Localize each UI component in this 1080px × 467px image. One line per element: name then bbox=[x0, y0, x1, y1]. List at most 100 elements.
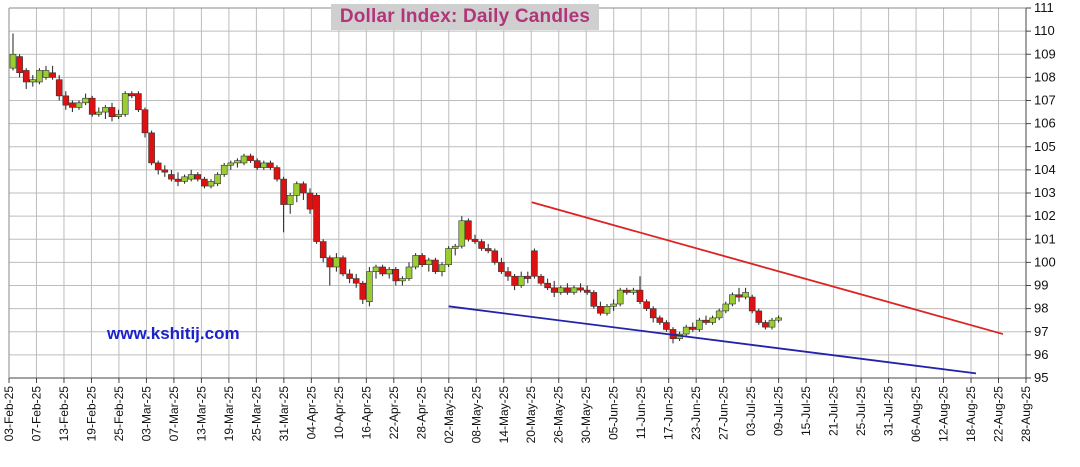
x-tick-label: 07-Mar-25 bbox=[167, 386, 181, 442]
candle-up bbox=[36, 70, 43, 83]
candle-down bbox=[484, 248, 492, 252]
candle-up bbox=[366, 271, 373, 302]
x-tick-label: 25-Feb-25 bbox=[112, 386, 126, 442]
candle-down bbox=[689, 326, 697, 330]
candle-up bbox=[405, 266, 413, 279]
candle-down bbox=[564, 287, 571, 293]
candle-down bbox=[346, 273, 353, 279]
candle-up bbox=[696, 319, 703, 330]
x-tick-label: 03-Jul-25 bbox=[744, 386, 758, 436]
candle-down bbox=[636, 289, 644, 302]
x-tick-label: 09-Jul-25 bbox=[772, 386, 786, 436]
candle-down bbox=[141, 109, 149, 134]
x-tick-label: 17-Jun-25 bbox=[662, 386, 676, 440]
candle-up bbox=[102, 107, 109, 113]
candle-up bbox=[616, 289, 624, 305]
candle-down bbox=[597, 306, 604, 314]
y-tick-label: 100 bbox=[1034, 254, 1056, 269]
candle-down bbox=[62, 95, 70, 106]
x-tick-label: 27-Jun-25 bbox=[717, 386, 731, 440]
candle-down bbox=[471, 238, 479, 242]
candle-down bbox=[352, 278, 360, 284]
candle-down bbox=[326, 257, 334, 268]
candle-down bbox=[306, 192, 314, 210]
candle-down bbox=[16, 56, 23, 74]
x-tick-label: 05-Jun-25 bbox=[607, 386, 621, 440]
y-tick-label: 109 bbox=[1034, 46, 1056, 61]
candle-down bbox=[663, 322, 670, 330]
candle-down bbox=[108, 107, 116, 117]
candle-up bbox=[630, 289, 637, 293]
candle-up bbox=[385, 269, 393, 275]
x-tick-label: 19-Feb-25 bbox=[84, 386, 98, 442]
x-tick-label: 30-May-25 bbox=[579, 386, 593, 444]
candle-up bbox=[445, 248, 452, 265]
candle-down bbox=[418, 255, 426, 265]
y-tick-label: 106 bbox=[1034, 116, 1056, 131]
candle-up bbox=[227, 162, 235, 166]
chart-title: Dollar Index: Daily Candles bbox=[331, 4, 599, 30]
candle-down bbox=[478, 241, 485, 249]
candle-up bbox=[234, 160, 241, 164]
candle-down bbox=[656, 317, 664, 323]
x-tick-label: 07-Feb-25 bbox=[29, 386, 43, 442]
candle-up bbox=[9, 53, 17, 69]
candle-up bbox=[220, 164, 228, 175]
candle-up bbox=[729, 294, 736, 305]
x-tick-label: 19-Mar-25 bbox=[222, 386, 236, 442]
candle-down bbox=[544, 282, 551, 289]
candle-up bbox=[121, 93, 129, 115]
candle-down bbox=[550, 287, 558, 293]
watermark-link[interactable]: www.kshitij.com bbox=[107, 324, 240, 343]
y-tick-label: 98 bbox=[1034, 301, 1048, 316]
y-tick-label: 96 bbox=[1034, 347, 1048, 362]
candle-up bbox=[768, 319, 776, 328]
upper-trendline bbox=[531, 201, 1004, 335]
candle-down bbox=[649, 308, 657, 319]
candle-up bbox=[187, 174, 195, 180]
x-tick-label: 28-Aug-25 bbox=[1019, 386, 1033, 442]
x-tick-label: 13-Mar-25 bbox=[194, 386, 208, 442]
candle-down bbox=[88, 97, 96, 115]
candle-up bbox=[610, 303, 617, 307]
candle-down bbox=[69, 102, 76, 108]
candle-down bbox=[247, 155, 254, 161]
x-tick-label: 08-May-25 bbox=[469, 386, 483, 444]
y-tick-label: 111 bbox=[1034, 0, 1054, 15]
x-tick-label: 18-Aug-25 bbox=[964, 386, 978, 442]
candle-up bbox=[458, 220, 466, 247]
x-tick-label: 22-Apr-25 bbox=[387, 386, 401, 440]
candle-down bbox=[392, 269, 400, 282]
x-tick-label: 13-Feb-25 bbox=[57, 386, 71, 442]
x-tick-label: 11-Jun-25 bbox=[634, 386, 648, 439]
x-tick-label: 10-Apr-25 bbox=[332, 386, 346, 440]
candle-up bbox=[412, 255, 419, 268]
x-tick-label: 25-Mar-25 bbox=[249, 386, 263, 442]
candle-down bbox=[735, 294, 743, 298]
candle-up bbox=[207, 181, 215, 187]
x-tick-label: 23-Jun-25 bbox=[689, 386, 703, 440]
x-tick-label: 03-Feb-25 bbox=[2, 386, 16, 442]
candle-up bbox=[742, 292, 749, 298]
x-tick-label: 16-Apr-25 bbox=[359, 386, 373, 440]
candle-down bbox=[273, 167, 281, 180]
candle-down bbox=[537, 275, 545, 284]
x-tick-label: 26-May-25 bbox=[552, 386, 566, 444]
candle-up bbox=[775, 317, 782, 321]
candle-up bbox=[715, 310, 723, 319]
y-tick-label: 103 bbox=[1034, 185, 1056, 200]
y-tick-label: 95 bbox=[1034, 370, 1048, 385]
candle-down bbox=[201, 178, 208, 187]
candle-down bbox=[432, 259, 439, 272]
candle-up bbox=[115, 114, 122, 117]
candle-down bbox=[524, 275, 532, 279]
candle-up bbox=[293, 183, 301, 196]
candle-down bbox=[748, 296, 756, 312]
candle-up bbox=[722, 303, 730, 312]
candle-up bbox=[372, 266, 380, 272]
candle-down bbox=[702, 319, 710, 323]
candle-down bbox=[194, 174, 202, 180]
candle-up bbox=[75, 102, 83, 108]
candle-up bbox=[42, 70, 50, 78]
